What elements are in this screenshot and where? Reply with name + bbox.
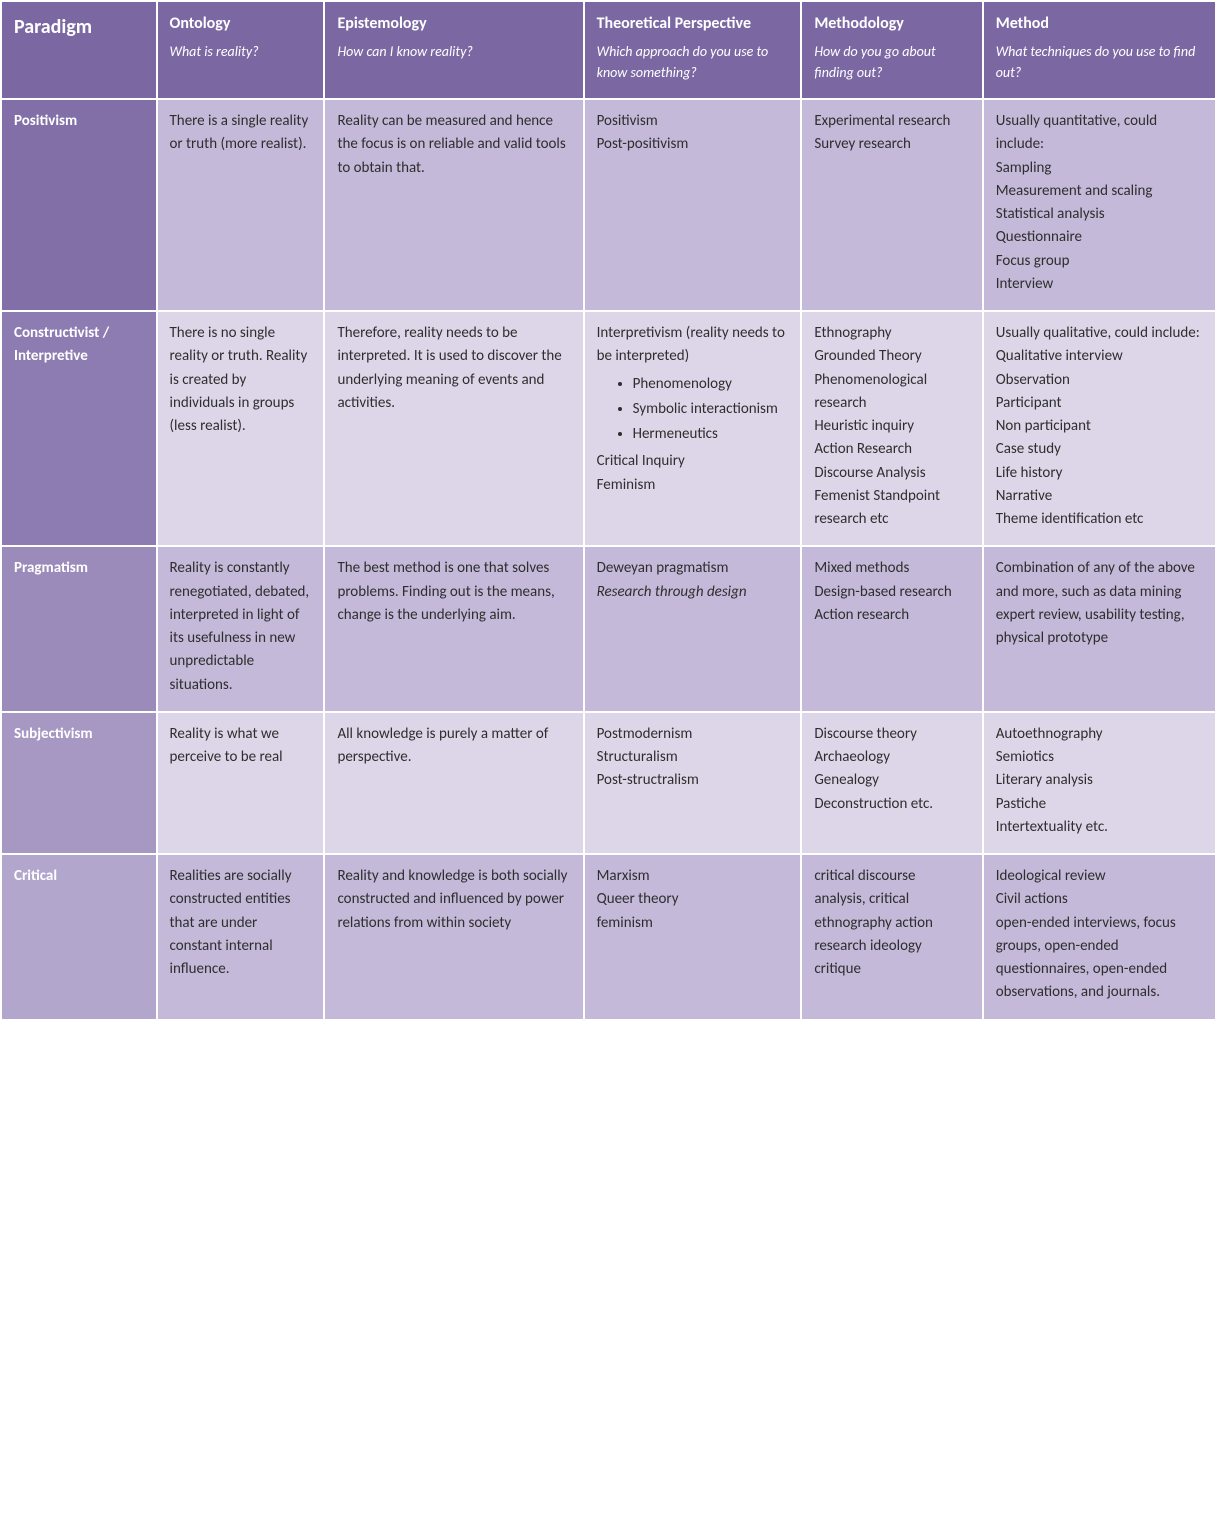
table-cell-perspective: Postmodernism Structuralism Post-structr… [584, 712, 802, 854]
table-row: PositivismThere is a single reality or t… [1, 99, 1216, 311]
table-cell-perspective: Interpretivism (reality needs to be inte… [584, 311, 802, 546]
table-cell: All knowledge is purely a matter of pers… [324, 712, 583, 854]
bullet-item: Symbolic interactionism [633, 398, 789, 421]
table-cell: There is a single reality or truth (more… [157, 99, 325, 311]
table-cell: Usually quantitative, could include: Sam… [983, 99, 1216, 311]
row-label: Positivism [1, 99, 157, 311]
table-cell-perspective: Positivism Post-positivism [584, 99, 802, 311]
row-label: Critical [1, 854, 157, 1020]
perspective-text-italic: Research through design [597, 581, 789, 604]
column-header: Theoretical Perspective Which approach do… [584, 1, 802, 99]
table-cell: Discourse theory Archaeology Genealogy D… [801, 712, 982, 854]
table-cell: Realities are socially constructed entit… [157, 854, 325, 1020]
column-subtitle: What techniques do you use to find out? [996, 41, 1203, 84]
row-label: Constructivist / Interpretive [1, 311, 157, 546]
column-subtitle: What is reality? [170, 41, 312, 63]
table-cell: Autoethnography Semiotics Literary analy… [983, 712, 1216, 854]
column-title: Methodology [814, 12, 969, 37]
table-row: CriticalRealities are socially construct… [1, 854, 1216, 1020]
perspective-text: Deweyan pragmatism [597, 557, 789, 580]
table-cell: Reality is constantly renegotiated, deba… [157, 546, 325, 712]
table-row: SubjectivismReality is what we perceive … [1, 712, 1216, 854]
table-cell: Usually qualitative, could include: Qual… [983, 311, 1216, 546]
table-cell: critical discourse analysis, critical et… [801, 854, 982, 1020]
table-cell: Reality is what we perceive to be real [157, 712, 325, 854]
perspective-text: Postmodernism Structuralism Post-structr… [597, 723, 789, 793]
perspective-text: Interpretivism (reality needs to be inte… [597, 322, 789, 369]
table-cell: Combination of any of the above and more… [983, 546, 1216, 712]
bullet-item: Phenomenology [633, 373, 789, 396]
column-header: Methodology How do you go about finding o… [801, 1, 982, 99]
column-subtitle: Which approach do you use to know someth… [597, 41, 789, 84]
table-cell: Experimental research Survey research [801, 99, 982, 311]
column-title: Ontology [170, 12, 312, 37]
column-header: Paradigm [1, 1, 157, 99]
column-subtitle: How do you go about finding out? [814, 41, 969, 84]
table-cell: There is no single reality or truth. Rea… [157, 311, 325, 546]
perspective-text: Positivism Post-positivism [597, 110, 789, 157]
table-header-row: Paradigm Ontology What is reality? Epistemo… [1, 1, 1216, 99]
table-cell: Ideological review Civil actions open-en… [983, 854, 1216, 1020]
column-header: Epistemology How can I know reality? [324, 1, 583, 99]
column-title: Paradigm [14, 12, 144, 43]
perspective-text-after: Critical Inquiry Feminism [597, 450, 789, 497]
table-cell: Reality can be measured and hence the fo… [324, 99, 583, 311]
perspective-bullets: PhenomenologySymbolic interactionismHerm… [597, 373, 789, 447]
column-title: Theoretical Perspective [597, 12, 789, 37]
row-label: Subjectivism [1, 712, 157, 854]
row-label: Pragmatism [1, 546, 157, 712]
table-cell-perspective: Marxism Queer theory feminism [584, 854, 802, 1020]
table-row: Constructivist / InterpretiveThere is no… [1, 311, 1216, 546]
table-cell: Therefore, reality needs to be interpret… [324, 311, 583, 546]
column-title: Method [996, 12, 1203, 37]
table-cell-perspective: Deweyan pragmatismResearch through desig… [584, 546, 802, 712]
column-title: Epistemology [337, 12, 570, 37]
column-header: Ontology What is reality? [157, 1, 325, 99]
table-cell: The best method is one that solves probl… [324, 546, 583, 712]
paradigm-table: Paradigm Ontology What is reality? Epistemo… [0, 0, 1217, 1021]
table-cell: Mixed methods Design-based research Acti… [801, 546, 982, 712]
column-subtitle: How can I know reality? [337, 41, 570, 63]
table-cell: Reality and knowledge is both socially c… [324, 854, 583, 1020]
perspective-text: Marxism Queer theory feminism [597, 865, 789, 935]
column-header: Method What techniques do you use to find… [983, 1, 1216, 99]
table-row: PragmatismReality is constantly renegoti… [1, 546, 1216, 712]
table-cell: Ethnography Grounded Theory Phenomenolog… [801, 311, 982, 546]
bullet-item: Hermeneutics [633, 423, 789, 446]
